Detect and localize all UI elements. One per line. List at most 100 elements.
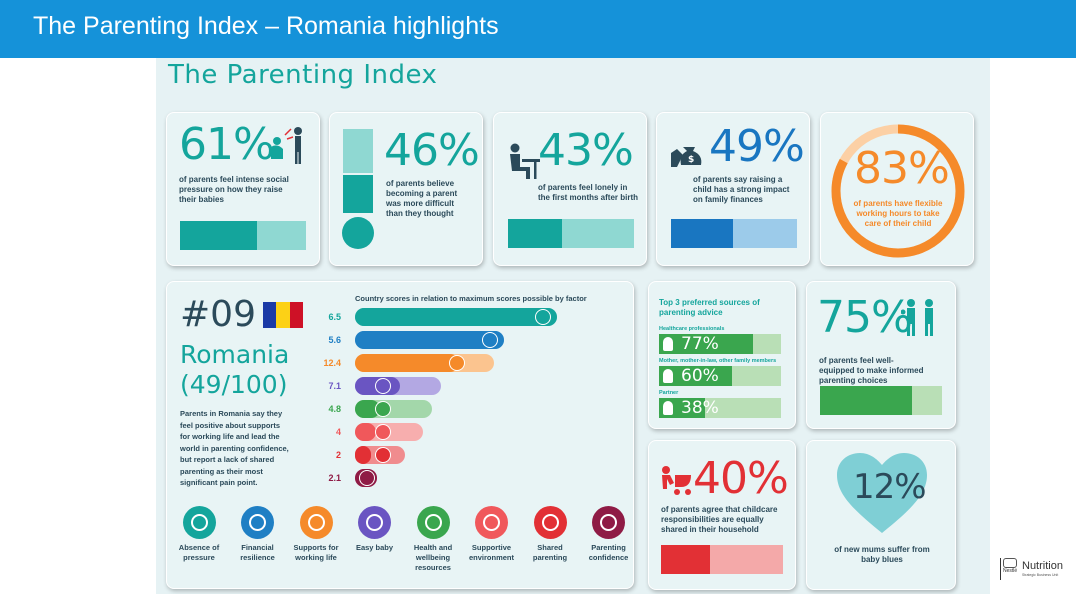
stat-card-difficulty: 46% of parents believe becoming a parent… — [329, 112, 483, 266]
person-icon — [663, 337, 673, 351]
money-bag-icon: $ — [671, 147, 702, 167]
pram-icon — [662, 466, 691, 495]
nestle-logo: Nestlé Nutrition Strategic Business Unit — [1000, 558, 1072, 582]
infographic: The Parenting Index 61% of parents feel … — [156, 58, 990, 594]
stat-bar — [820, 386, 942, 415]
stat-description: of new mums suffer from baby blues — [834, 545, 930, 564]
slide-header: The Parenting Index – Romania highlights — [0, 0, 1076, 58]
legend-icon — [182, 506, 216, 539]
stat-value: 83% — [854, 143, 950, 194]
factor-bar — [355, 354, 459, 372]
romania-flag-icon — [263, 302, 303, 328]
advice-sources-card: Top 3 preferred sources of parenting adv… — [648, 281, 796, 429]
factor-icon — [375, 424, 391, 440]
infographic-title: The Parenting Index — [168, 60, 438, 90]
advice-source-bar: 38% — [659, 398, 781, 418]
stat-description: of parents feel intense social pressure … — [179, 175, 289, 204]
advice-source-label: Healthcare professionals — [659, 326, 725, 332]
heart-icon — [837, 453, 927, 533]
stat-value: 12% — [853, 467, 927, 507]
stat-description: of parents feel lonely in the first mont… — [538, 183, 639, 202]
thermometer-top — [343, 129, 373, 173]
factor-score: 12.4 — [323, 358, 341, 368]
legend-label: Parenting confidence — [588, 543, 629, 562]
legend-label: Absence of pressure — [178, 543, 220, 562]
thermometer-bulb — [342, 217, 374, 249]
factor-score: 6.5 — [328, 312, 341, 322]
stat-value: 40% — [693, 453, 789, 504]
legend-label: Supports for working life — [293, 543, 339, 562]
advice-source-value: 77% — [681, 334, 719, 354]
country-name: Romania — [180, 340, 290, 369]
stat-bar-fill — [180, 221, 257, 250]
stat-description: of parents feel well-equipped to make in… — [819, 356, 924, 385]
stat-card-childcare: 40% of parents agree that childcare resp… — [648, 440, 796, 590]
stat-bar — [180, 221, 306, 250]
nutrition-text: Nutrition — [1022, 560, 1063, 572]
stat-value: 46% — [384, 125, 480, 176]
legend-item: Supportive environment — [462, 506, 522, 563]
legend-item: Supports for working life — [286, 506, 346, 563]
legend-icon — [299, 506, 333, 539]
slide-title: The Parenting Index – Romania highlights — [33, 12, 499, 40]
nestle-logo-box: Nestlé — [1000, 558, 1020, 580]
stat-card-loneliness: 43% of parents feel lonely in the first … — [493, 112, 647, 266]
legend-label: Shared parenting — [532, 543, 568, 562]
factor-icon — [375, 401, 391, 417]
stat-description: of parents believe becoming a parent was… — [386, 179, 458, 218]
legend-item: Health and wellbeing resources — [403, 506, 463, 573]
stressed-parent-icon — [271, 127, 302, 164]
advice-source-bar: 77% — [659, 334, 781, 354]
factor-score: 4 — [335, 427, 341, 437]
stat-value: 61% — [179, 119, 275, 170]
stat-bar-fill — [671, 219, 733, 248]
factor-icon — [535, 309, 551, 325]
country-card: #09 Romania (49/100) Parents in Romania … — [166, 281, 634, 589]
legend-label: Supportive environment — [468, 543, 514, 562]
advice-source-label: Mother, mother-in-law, other family memb… — [659, 358, 777, 364]
stat-card-finances: $ 49% of parents say raising a child has… — [656, 112, 810, 266]
thermometer-fill — [343, 175, 373, 213]
country-rank: #09 — [180, 294, 256, 335]
country-summary: Parents in Romania say they feel positiv… — [180, 409, 289, 487]
stat-description: of parents say raising a child has a str… — [693, 175, 790, 204]
advice-source-bar: 60% — [659, 366, 781, 386]
stat-description: of parents agree that childcare responsi… — [661, 505, 778, 534]
legend-item: Easy baby — [345, 506, 405, 553]
stat-bar — [661, 545, 783, 574]
factor-score: 7.1 — [328, 381, 341, 391]
advice-source-label: Partner — [659, 390, 679, 396]
stat-bar-fill — [661, 545, 710, 574]
factor-score: 2.1 — [328, 473, 341, 483]
factor-icon — [375, 447, 391, 463]
advice-source-bar-fill — [659, 366, 733, 386]
legend-label: Easy baby — [355, 543, 394, 552]
factors-title: Country scores in relation to maximum sc… — [355, 294, 587, 303]
stat-card-pressure: 61% of parents feel intense social press… — [166, 112, 320, 266]
legend-item: Shared parenting — [520, 506, 580, 563]
legend-icon — [475, 506, 508, 539]
stat-description: of parents have flexible working hours t… — [853, 199, 943, 228]
factor-bar — [355, 308, 557, 326]
factor-icon — [375, 378, 391, 394]
nestle-bird-icon — [1003, 558, 1017, 568]
stat-bar — [508, 219, 634, 248]
person-icon — [663, 369, 673, 383]
lonely-parent-icon — [510, 143, 540, 179]
legend-icon — [241, 506, 274, 539]
legend-label: Health and wellbeing resources — [413, 543, 453, 572]
factor-bar — [355, 446, 371, 464]
legend-item: Financial resilience — [228, 506, 288, 563]
stat-value: 75% — [817, 292, 913, 343]
factor-icon — [482, 332, 498, 348]
factor-bar — [355, 423, 376, 441]
stat-card-baby-blues: 12% of new mums suffer from baby blues — [806, 440, 956, 590]
factor-icon — [359, 470, 375, 486]
legend-icon — [533, 506, 567, 539]
factor-score: 4.8 — [328, 404, 341, 414]
advice-sources-title: Top 3 preferred sources of parenting adv… — [659, 298, 760, 317]
progress-ring — [831, 124, 965, 258]
country-score: (49/100) — [180, 370, 288, 399]
legend-icon — [416, 506, 450, 539]
stat-bar-fill — [820, 386, 912, 415]
